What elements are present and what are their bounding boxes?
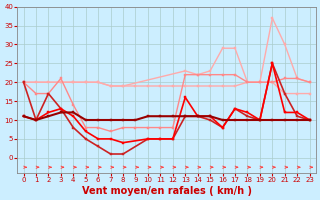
X-axis label: Vent moyen/en rafales ( km/h ): Vent moyen/en rafales ( km/h ) [82, 186, 252, 196]
